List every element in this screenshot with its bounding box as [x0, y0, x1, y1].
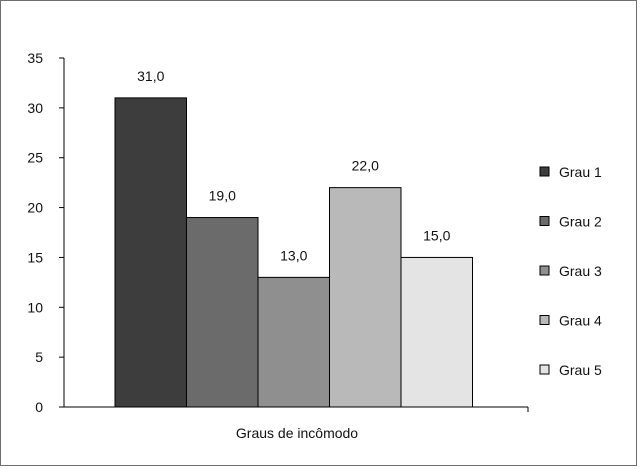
y-tick-label: 10: [27, 299, 43, 315]
y-tick-label: 20: [27, 200, 43, 216]
y-tick-label: 25: [27, 150, 43, 166]
legend-label-5: Grau 5: [559, 362, 602, 378]
y-tick-label: 35: [27, 50, 43, 66]
legend-swatch-3: [539, 265, 550, 276]
bar-1: [114, 97, 187, 408]
data-label-4: 22,0: [352, 158, 379, 174]
y-tick-label: 0: [35, 399, 43, 415]
y-tick-label: 15: [27, 249, 43, 265]
y-tick-label: 5: [35, 349, 43, 365]
legend-swatch-1: [539, 166, 550, 177]
legend-label-1: Grau 1: [559, 164, 602, 180]
data-label-1: 31,0: [137, 68, 164, 84]
bar-2: [186, 217, 259, 408]
bar-3: [257, 276, 330, 408]
data-label-3: 13,0: [280, 247, 307, 263]
data-label-5: 15,0: [423, 227, 450, 243]
legend-label-3: Grau 3: [559, 263, 602, 279]
legend-swatch-2: [539, 216, 550, 226]
legend-label-2: Grau 2: [559, 214, 602, 230]
x-axis-title: Graus de incômodo: [236, 425, 358, 441]
legend-label-4: Grau 4: [559, 313, 602, 329]
y-tick-label: 30: [27, 100, 43, 116]
data-label-2: 19,0: [209, 188, 236, 204]
bar-4: [329, 187, 402, 408]
legend-swatch-5: [539, 364, 550, 375]
bar-5: [400, 256, 473, 408]
legend-swatch-4: [539, 315, 550, 325]
